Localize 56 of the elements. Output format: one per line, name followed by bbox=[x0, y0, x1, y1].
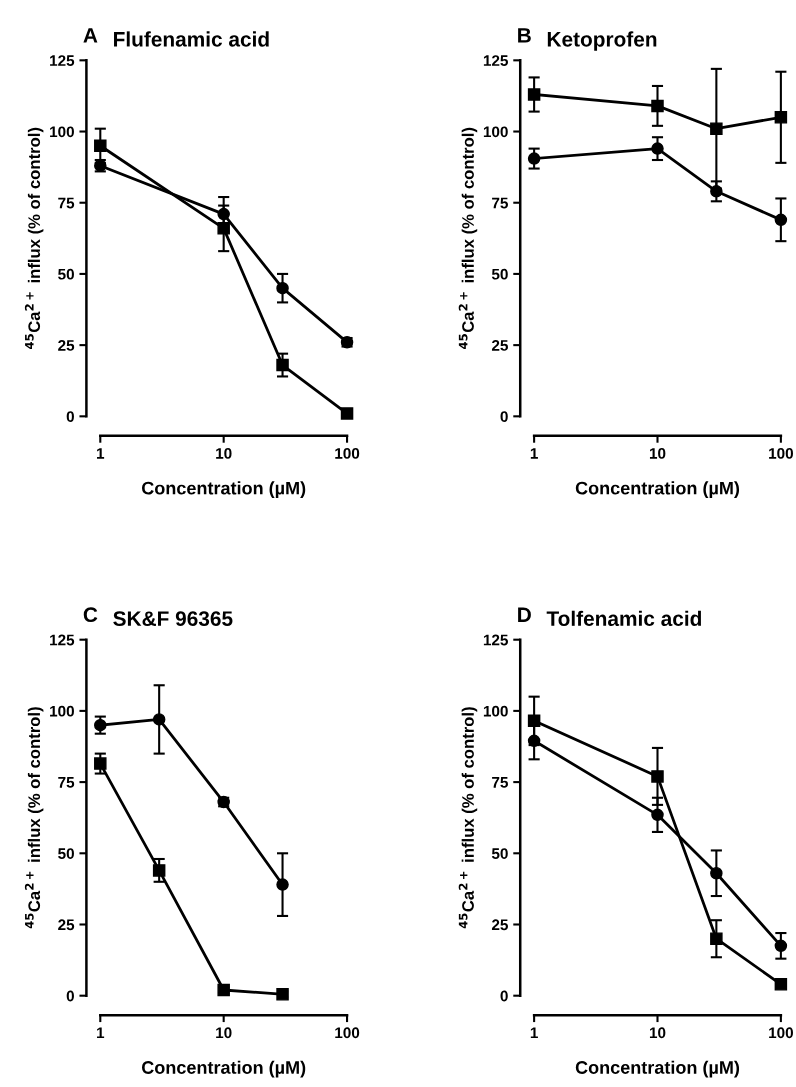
x-tick-label: 1 bbox=[97, 448, 105, 459]
text: A bbox=[83, 28, 98, 43]
point bbox=[217, 983, 230, 997]
x-tick-label: 1 bbox=[97, 1027, 105, 1039]
text: D bbox=[518, 607, 531, 622]
y-tick-label: 125 bbox=[50, 55, 75, 67]
y-tick-label: 0 bbox=[66, 990, 74, 1002]
x-axis-title: Concentration (µM) bbox=[141, 1060, 306, 1078]
x-tick-label: 1 bbox=[530, 448, 538, 459]
y-tick-label: 125 bbox=[483, 634, 508, 646]
x-tick-label: 10 bbox=[216, 447, 232, 459]
y-tick-label: 125 bbox=[483, 55, 508, 67]
x-tick-label: 100 bbox=[335, 1027, 360, 1039]
x-tick-label: 10 bbox=[649, 447, 666, 459]
y-tick-label: 75 bbox=[58, 197, 75, 209]
y-tick-label: 100 bbox=[50, 705, 74, 717]
y-tick-label: 0 bbox=[66, 411, 74, 423]
y-tick-label: 25 bbox=[491, 919, 508, 931]
y-tick-label: 25 bbox=[491, 339, 508, 351]
y-tick-label: 25 bbox=[58, 339, 75, 351]
text: B bbox=[518, 28, 531, 43]
x-tick-label: 1 bbox=[530, 1027, 538, 1039]
x-axis-title: Concentration (µM) bbox=[575, 1060, 740, 1078]
y-axis-title: $^{45}$Ca$^{2+}$ influx (% of control) bbox=[458, 707, 478, 929]
y-tick-label: 125 bbox=[50, 634, 75, 646]
x-tick-label: 100 bbox=[769, 447, 793, 459]
chart-title: Flufenamic acid bbox=[114, 31, 269, 47]
point bbox=[276, 988, 289, 1001]
y-tick-label: 50 bbox=[58, 848, 74, 859]
point bbox=[94, 757, 107, 770]
x-tick-label: 10 bbox=[216, 1027, 232, 1039]
chart-title: SK&F 96365 bbox=[113, 611, 233, 627]
x-tick-label: 100 bbox=[335, 447, 360, 459]
y-tick-label: 100 bbox=[483, 126, 508, 138]
chart-title: Tolfenamic acid bbox=[546, 610, 701, 627]
y-tick-label: 75 bbox=[492, 197, 508, 209]
text: C bbox=[83, 607, 98, 623]
y-tick-label: 25 bbox=[58, 919, 75, 931]
point bbox=[276, 878, 289, 891]
y-axis-title: $^{45}$Ca$^{2+}$ influx (% of control) bbox=[24, 127, 44, 349]
chart-title: Ketoprofen bbox=[547, 31, 657, 51]
y-tick-label: 75 bbox=[492, 777, 508, 788]
x-tick-label: 10 bbox=[649, 1027, 666, 1039]
y-tick-label: 100 bbox=[50, 126, 74, 138]
y-tick-label: 50 bbox=[491, 848, 508, 859]
y-tick-label: 50 bbox=[58, 268, 74, 280]
x-axis-title: Concentration (µM) bbox=[575, 481, 740, 499]
x-axis-title: Concentration (µM) bbox=[141, 481, 306, 499]
y-tick-label: 50 bbox=[491, 268, 508, 280]
y-tick-label: 100 bbox=[483, 705, 508, 717]
y-tick-label: 0 bbox=[500, 990, 508, 1002]
y-tick-label: 0 bbox=[500, 411, 508, 423]
y-axis-title: $^{45}$Ca$^{2+}$ influx (% of control) bbox=[24, 707, 44, 929]
y-axis-title: $^{45}$Ca$^{2+}$ influx (% of control) bbox=[458, 127, 478, 349]
x-tick-label: 100 bbox=[769, 1027, 793, 1039]
y-tick-label: 75 bbox=[58, 777, 75, 788]
